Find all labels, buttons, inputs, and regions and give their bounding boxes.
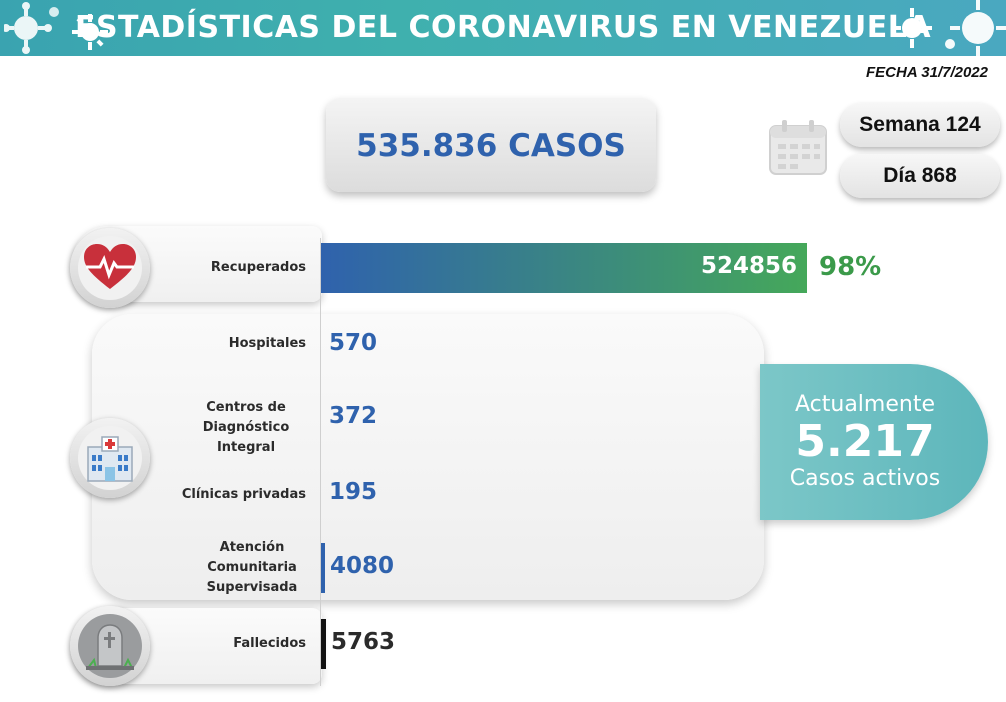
community-care-value: 4080 [330,553,395,579]
calendar-icon [769,120,827,175]
virus-icon [945,0,1006,56]
hospitals-value: 570 [329,330,378,356]
day-badge: Día 868 [840,154,1000,198]
week-badge: Semana 124 [840,103,1000,147]
total-cases-value: 535.836 CASOS [356,128,626,164]
tombstone-icon [86,624,134,670]
cdi-label-text: Centros de Diagnóstico Integral [202,400,290,455]
community-care-label: Atención Comunitaria Supervisada [150,538,306,598]
deceased-label: Fallecidos [233,636,306,651]
virus-icon [4,2,59,54]
deceased-value: 5763 [331,629,396,655]
recovered-label: Recuperados [210,260,306,275]
hospitals-label: Hospitales [228,336,306,351]
virus-icon [892,8,932,48]
active-cases-subtitle: Casos activos [789,466,941,491]
page-title: ESTADÍSTICAS DEL CORONAVIRUS EN VENEZUEL… [74,10,932,45]
virus-icon [72,14,108,50]
bar-baseline [320,238,321,686]
header-banner: ESTADÍSTICAS DEL CORONAVIRUS EN VENEZUEL… [0,0,1006,56]
report-date: FECHA 31/7/2022 [865,64,988,81]
cdi-value: 372 [329,403,378,429]
recovered-icon-circle [70,228,150,308]
cdi-label: Centros de Diagnóstico Integral [130,398,306,458]
hospital-icon [87,436,133,482]
hospitalized-group-card [92,314,764,600]
bar-deceased [321,619,326,669]
hospital-icon-circle [70,418,150,498]
bar-recovered [321,243,807,293]
community-care-label-text: Atención Comunitaria Supervisada [206,540,298,595]
recovered-percent: 98% [819,252,882,282]
private-clinics-value: 195 [329,479,378,505]
active-cases-card: Actualmente 5.217 Casos activos [760,364,988,520]
active-cases-count: 5.217 [795,416,935,467]
bar-community-care [321,543,325,593]
heart-pulse-icon [84,244,136,289]
active-cases-title: Actualmente [795,392,935,417]
recovered-value: 524856 [701,253,798,279]
deceased-icon-circle [70,606,150,686]
private-clinics-label: Clínicas privadas [181,487,306,502]
total-cases-card: 535.836 CASOS [326,98,656,192]
